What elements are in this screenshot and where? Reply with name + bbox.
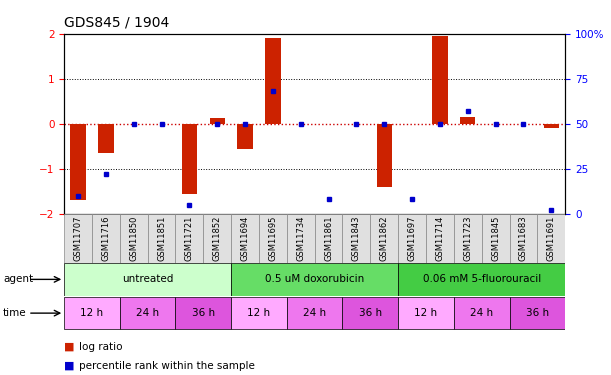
Text: GSM11852: GSM11852	[213, 215, 222, 261]
Text: 24 h: 24 h	[136, 308, 159, 318]
Bar	[398, 263, 565, 296]
Bar	[376, 124, 392, 187]
Text: GSM11851: GSM11851	[157, 215, 166, 261]
Bar	[287, 297, 343, 329]
Text: 12 h: 12 h	[81, 308, 103, 318]
Bar	[460, 117, 475, 124]
Text: 36 h: 36 h	[192, 308, 215, 318]
Bar	[231, 214, 259, 262]
Bar	[64, 263, 231, 296]
Bar	[265, 38, 280, 124]
Text: GSM11723: GSM11723	[463, 215, 472, 261]
Bar	[64, 297, 120, 329]
Text: 0.06 mM 5-fluorouracil: 0.06 mM 5-fluorouracil	[423, 274, 541, 284]
Text: 0.5 uM doxorubicin: 0.5 uM doxorubicin	[265, 274, 364, 284]
Bar	[98, 124, 114, 153]
Text: 24 h: 24 h	[303, 308, 326, 318]
Text: GSM11861: GSM11861	[324, 215, 333, 261]
Bar	[432, 36, 448, 124]
Text: GSM11683: GSM11683	[519, 215, 528, 261]
Text: 12 h: 12 h	[247, 308, 271, 318]
Bar	[343, 214, 370, 262]
Text: GSM11714: GSM11714	[436, 215, 444, 261]
Bar	[238, 124, 253, 148]
Text: GSM11716: GSM11716	[101, 215, 111, 261]
Text: GSM11734: GSM11734	[296, 215, 306, 261]
Bar	[287, 214, 315, 262]
Bar	[259, 214, 287, 262]
Text: percentile rank within the sample: percentile rank within the sample	[79, 361, 255, 370]
Bar	[370, 214, 398, 262]
Text: GSM11691: GSM11691	[547, 215, 556, 261]
Text: GSM11695: GSM11695	[268, 215, 277, 261]
Bar	[315, 214, 343, 262]
Bar	[203, 214, 231, 262]
Bar	[210, 118, 225, 124]
Bar	[544, 124, 559, 128]
Bar	[148, 214, 175, 262]
Bar	[398, 214, 426, 262]
Text: GSM11862: GSM11862	[380, 215, 389, 261]
Text: 24 h: 24 h	[470, 308, 493, 318]
Text: 36 h: 36 h	[526, 308, 549, 318]
Bar	[175, 214, 203, 262]
Bar	[343, 297, 398, 329]
Text: GSM11721: GSM11721	[185, 215, 194, 261]
Bar	[537, 214, 565, 262]
Text: log ratio: log ratio	[79, 342, 123, 352]
Bar	[454, 297, 510, 329]
Text: GDS845 / 1904: GDS845 / 1904	[64, 16, 169, 30]
Bar	[510, 214, 537, 262]
Bar	[426, 214, 454, 262]
Bar	[92, 214, 120, 262]
Bar	[510, 297, 565, 329]
Text: 12 h: 12 h	[414, 308, 437, 318]
Bar	[454, 214, 481, 262]
Text: ■: ■	[64, 342, 75, 352]
Text: GSM11845: GSM11845	[491, 215, 500, 261]
Text: 36 h: 36 h	[359, 308, 382, 318]
Bar	[481, 214, 510, 262]
Text: GSM11843: GSM11843	[352, 215, 361, 261]
Bar	[70, 124, 86, 200]
Bar	[120, 214, 148, 262]
Text: untreated: untreated	[122, 274, 174, 284]
Text: agent: agent	[3, 274, 33, 284]
Bar	[398, 297, 454, 329]
Text: GSM11707: GSM11707	[73, 215, 82, 261]
Bar	[120, 297, 175, 329]
Text: GSM11694: GSM11694	[241, 215, 249, 261]
Bar	[231, 297, 287, 329]
Text: time: time	[3, 308, 27, 318]
Text: ■: ■	[64, 361, 75, 370]
Text: GSM11850: GSM11850	[130, 215, 138, 261]
Bar	[231, 263, 398, 296]
Bar	[64, 214, 92, 262]
Bar	[175, 297, 231, 329]
Bar	[181, 124, 197, 194]
Text: GSM11697: GSM11697	[408, 215, 417, 261]
